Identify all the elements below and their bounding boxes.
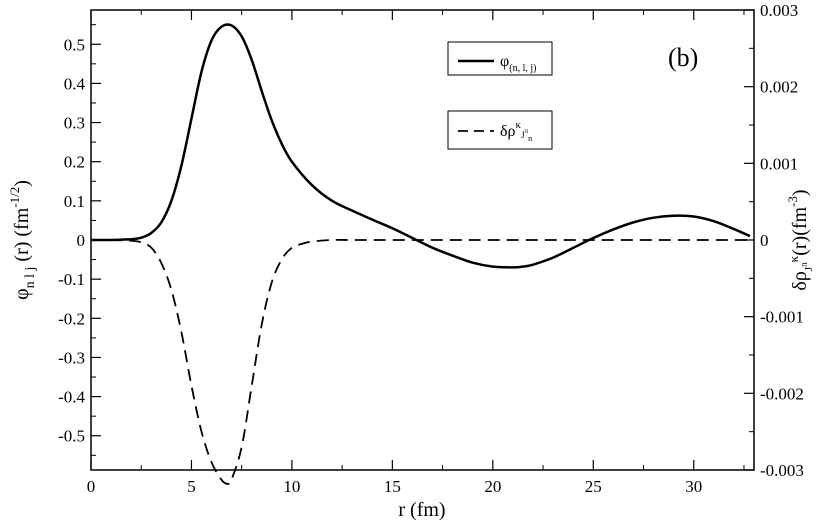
legend-2-main: δρ xyxy=(500,123,516,140)
x-tick-label: 10 xyxy=(283,477,300,496)
y-right-sub: J xyxy=(803,266,815,271)
y-left-tick-label: -0.4 xyxy=(58,388,85,407)
x-tick-label: 25 xyxy=(585,477,602,496)
legend-2-supsubsup: π xyxy=(525,127,529,135)
series-layer xyxy=(90,23,754,485)
y-right-sup: κ xyxy=(786,255,801,262)
y-left-sub: n l j xyxy=(23,267,38,289)
panel-label: (b) xyxy=(668,43,698,72)
x-tick-label: 20 xyxy=(484,477,501,496)
legend: φ(n, l, j) δρκJπn xyxy=(447,41,553,150)
y-right-axis-label: δρJπκ(r)(fm-3) xyxy=(785,189,815,290)
legend-2-supsubsub: n xyxy=(528,134,532,143)
y-right-tick-label: -0.003 xyxy=(760,461,804,480)
y-left-main: φ xyxy=(11,288,33,300)
y-left-tick-label: -0.2 xyxy=(58,309,85,328)
y-left-tick-label: 0.5 xyxy=(64,35,85,54)
legend-box-2 xyxy=(447,110,553,150)
series-delta-rho-line xyxy=(90,238,754,485)
x-axis-label: r (fm) xyxy=(398,499,445,521)
y-left-axis-label: φn l j (r) (fm-1/2) xyxy=(7,180,38,300)
y-left-tick-label: -0.5 xyxy=(58,427,85,446)
y-left-tick-label: 0.4 xyxy=(64,74,86,93)
y-right-close: ) xyxy=(789,189,811,196)
legend-1-main: φ xyxy=(500,53,509,70)
legend-label-2: δρκJπn xyxy=(500,119,532,143)
y-right-tick-label: -0.002 xyxy=(760,384,804,403)
y-right-tick-label: 0.002 xyxy=(760,78,798,97)
y-left-tick-label: 0.2 xyxy=(64,153,85,172)
y-right-subsup: π xyxy=(799,262,809,267)
y-right-tail: (r)(fm xyxy=(789,206,811,255)
y-left-sup: -1/2 xyxy=(7,187,22,208)
y-left-tail: (r) (fm xyxy=(11,207,33,266)
y-left-tick-label: -0.3 xyxy=(58,348,85,367)
y-left-tick-label: 0.1 xyxy=(64,192,85,211)
legend-label-1: φ(n, l, j) xyxy=(500,53,536,74)
y-left-close: ) xyxy=(11,180,33,187)
y-right-sup2: -3 xyxy=(785,196,800,207)
x-tick-label: 0 xyxy=(87,477,96,496)
ticks-layer: 0 5 10 15 20 25 30 -0.5 -0.4 -0.3 -0.2 -0.1 0 0.1 0.2 0… xyxy=(58,1,804,496)
legend-1-sub: (n, l, j) xyxy=(509,63,536,74)
y-right-tick-label: -0.001 xyxy=(760,308,804,327)
x-tick-label: 15 xyxy=(384,477,401,496)
y-right-main: δρ xyxy=(789,271,811,290)
series-phi-line xyxy=(90,23,751,269)
y-left-tick-label: 0 xyxy=(77,231,86,250)
y-right-tick-label: 0 xyxy=(760,231,769,250)
y-left-tick-label: -0.1 xyxy=(58,270,85,289)
x-tick-label: 5 xyxy=(187,477,196,496)
legend-2-supsub: J xyxy=(521,130,525,140)
y-right-tick-label: 0.001 xyxy=(760,154,798,173)
x-tick-label: 30 xyxy=(685,477,702,496)
y-right-tick-label: 0.003 xyxy=(760,1,798,20)
legend-box-1 xyxy=(447,41,553,76)
y-left-tick-label: 0.3 xyxy=(64,114,85,133)
legend-2-sup: κ xyxy=(516,119,522,131)
